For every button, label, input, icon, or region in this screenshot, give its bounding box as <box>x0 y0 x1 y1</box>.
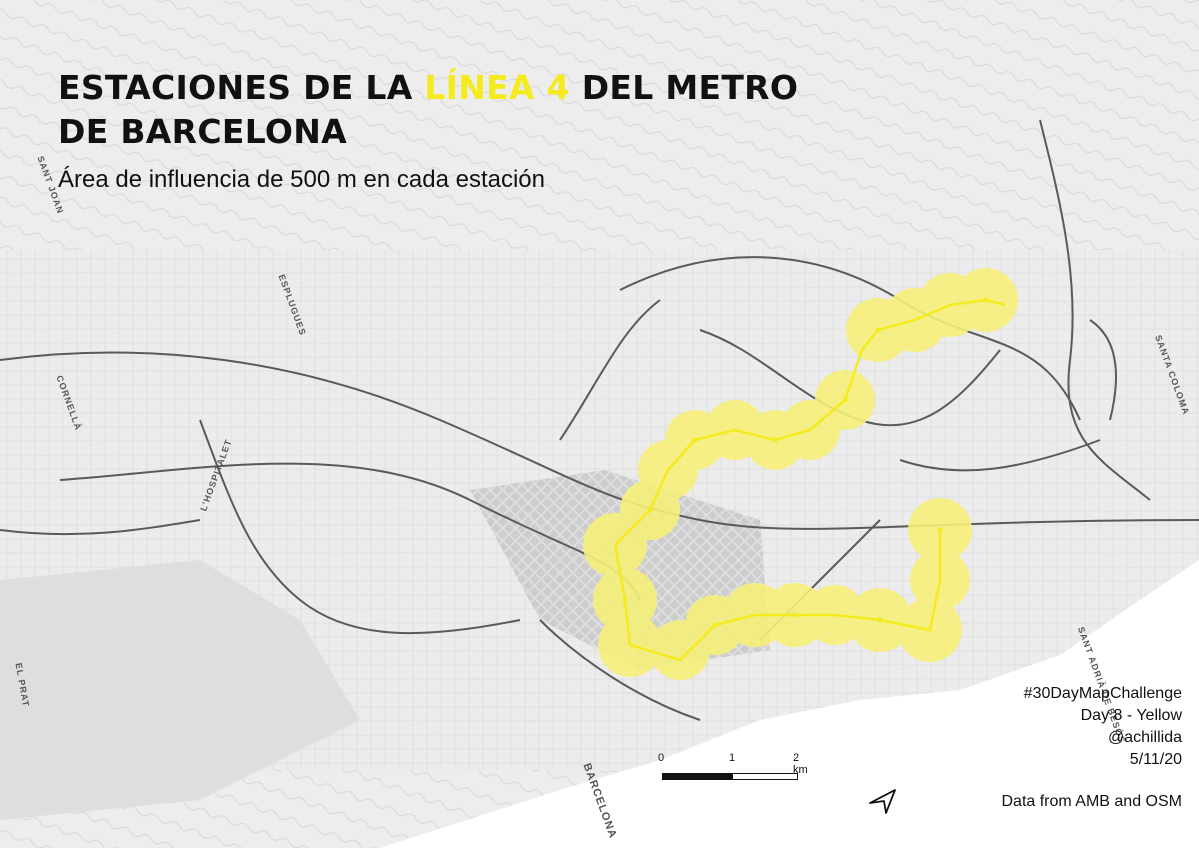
credits-hashtag: #30DayMapChallenge <box>1023 685 1182 702</box>
map-subtitle: Área de influencia de 500 m en cada esta… <box>58 166 545 193</box>
scale-segment-white <box>732 773 798 780</box>
scale-bar: 0 1 2 km <box>655 752 815 792</box>
credits-author: @achillida <box>1107 729 1182 746</box>
title-line2: DE BARCELONA <box>58 112 347 151</box>
scale-segment-black <box>662 773 733 780</box>
scale-label-0: 0 <box>658 752 665 764</box>
title-part1: ESTACIONES DE LA <box>58 68 413 107</box>
credits-day: Day 8 - Yellow <box>1080 707 1182 724</box>
north-arrow-icon <box>869 789 896 814</box>
map-title: ESTACIONES DE LA LÍNEA 4 DEL METRO DE BA… <box>58 66 798 154</box>
title-highlight: LÍNEA 4 <box>424 68 570 107</box>
title-part2: DEL METRO <box>581 68 799 107</box>
station-points <box>622 297 989 628</box>
sea <box>380 560 1199 848</box>
credits-block: #30DayMapChallenge Day 8 - Yellow @achil… <box>1024 683 1182 771</box>
rail-lines <box>0 119 1199 721</box>
credits-date: 5/11/20 <box>1129 751 1182 768</box>
industrial-zone <box>0 560 360 820</box>
scale-label-1: 1 <box>729 752 736 764</box>
data-source: Data from AMB and OSM <box>1001 793 1182 810</box>
